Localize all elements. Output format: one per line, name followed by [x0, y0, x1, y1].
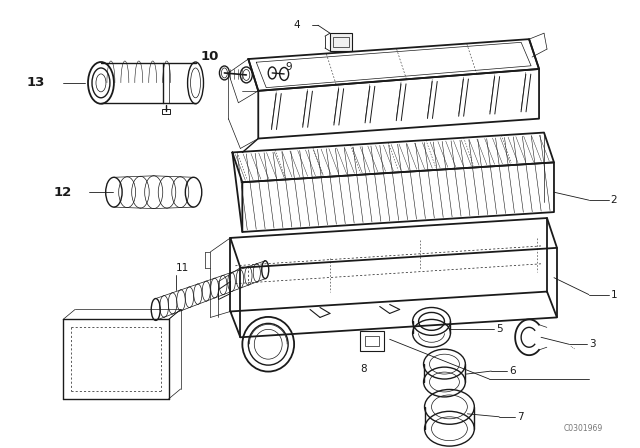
- Text: 9: 9: [285, 62, 292, 72]
- Bar: [365, 336, 379, 346]
- Text: 3: 3: [589, 339, 595, 349]
- Text: C0301969: C0301969: [564, 424, 603, 433]
- Text: 2: 2: [611, 195, 618, 205]
- Text: 1: 1: [611, 289, 618, 300]
- Text: 11: 11: [175, 263, 189, 273]
- Text: 4: 4: [294, 20, 300, 30]
- Text: 13: 13: [26, 76, 45, 90]
- Text: 7: 7: [517, 412, 524, 422]
- Bar: [330, 33, 352, 51]
- Text: 8: 8: [360, 364, 367, 374]
- Text: 12: 12: [53, 186, 72, 199]
- Text: 6: 6: [509, 366, 516, 376]
- Bar: [162, 109, 170, 114]
- Bar: [333, 37, 349, 47]
- Text: 10: 10: [200, 50, 219, 63]
- Text: 5: 5: [496, 324, 503, 334]
- Bar: [360, 332, 384, 351]
